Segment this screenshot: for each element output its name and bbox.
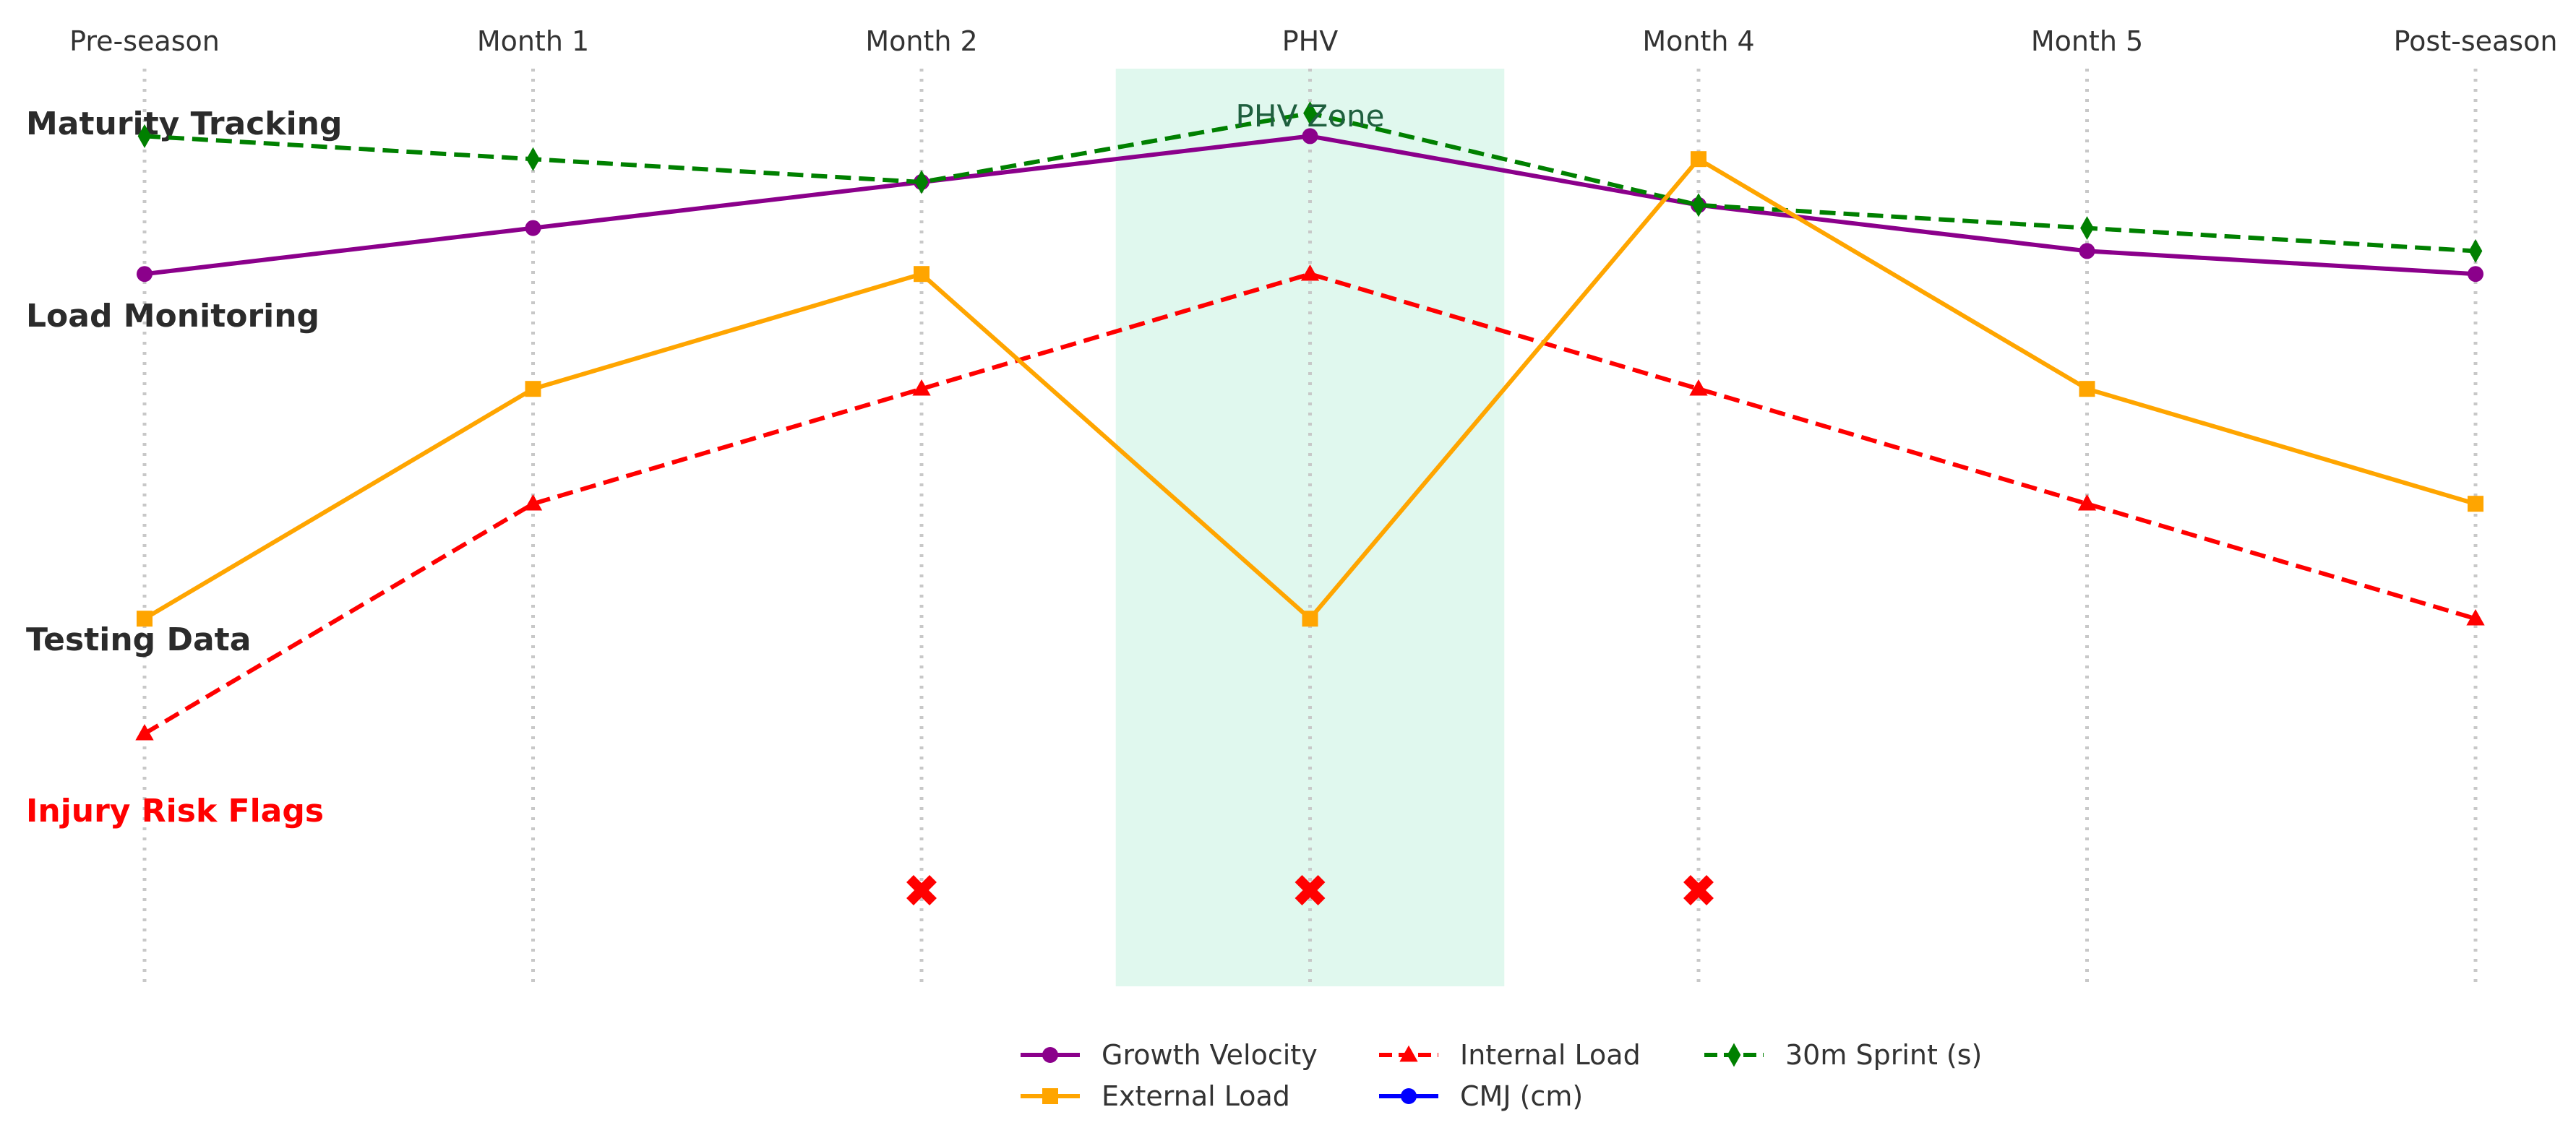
legend-marker-internal-load [1399, 1045, 1418, 1062]
point-growth-velocity-month-1 [525, 220, 541, 236]
legend-label-30m-sprint-s: 30m Sprint (s) [1785, 1039, 1982, 1071]
legend-marker-cmj-cm [1401, 1088, 1417, 1104]
point-30m-sprint-s-month-4 [1691, 193, 1706, 217]
series-internal-load [135, 264, 2485, 741]
point-external-load-phv [1302, 611, 1318, 627]
point-growth-velocity-post-season [2468, 266, 2483, 283]
point-internal-load-month-2 [912, 379, 931, 396]
section-label-testing-data: Testing Data [26, 621, 251, 658]
section-label-injury-risk-flags: Injury Risk Flags [26, 793, 324, 830]
point-30m-sprint-s-post-season [2468, 238, 2483, 263]
point-growth-velocity-phv [1302, 128, 1318, 145]
zone-label-layer: PHV Zone [1236, 98, 1385, 134]
legend: Growth Velocity External Load Internal Loa… [1021, 1039, 1982, 1112]
point-external-load-month-5 [2079, 381, 2095, 397]
injury-flag-phv [1295, 875, 1326, 905]
point-30m-sprint-s-phv [1303, 101, 1317, 126]
point-growth-velocity-pre-season [137, 266, 153, 283]
point-internal-load-post-season [2466, 609, 2485, 626]
point-internal-load-month-5 [2077, 494, 2097, 511]
time-label-month-2: Month 2 [865, 25, 977, 57]
point-30m-sprint-s-month-5 [2080, 216, 2094, 241]
legend-label-internal-load: Internal Load [1460, 1039, 1641, 1071]
series-external-load [137, 151, 2483, 627]
point-internal-load-pre-season [135, 724, 154, 741]
point-30m-sprint-s-month-2 [914, 170, 929, 194]
point-30m-sprint-s-month-1 [526, 147, 540, 171]
legend-item-growth-velocity: Growth Velocity [1021, 1039, 1318, 1071]
legend-label-growth-velocity: Growth Velocity [1102, 1039, 1318, 1071]
time-label-month-5: Month 5 [2031, 25, 2143, 57]
time-label-month-1: Month 1 [477, 25, 589, 57]
legend-marker-30m-sprint-s [1727, 1043, 1741, 1067]
time-axis-labels: Pre-season Month 1 Month 2 PHV Month 4 Month … [69, 25, 2557, 57]
point-external-load-month-2 [914, 266, 929, 283]
section-labels: Maturity Tracking Load Monitoring Testing … [26, 105, 342, 830]
injury-flag-month-2 [906, 875, 937, 905]
legend-item-external-load: External Load [1021, 1080, 1290, 1112]
point-external-load-month-4 [1691, 151, 1706, 168]
injury-flag-month-4 [1683, 875, 1714, 905]
point-external-load-month-1 [525, 381, 541, 397]
legend-marker-growth-velocity [1042, 1047, 1058, 1063]
legend-label-cmj-cm: CMJ (cm) [1460, 1080, 1583, 1112]
time-label-month-4: Month 4 [1642, 25, 1754, 57]
time-label-post-season: Post-season [2394, 25, 2558, 57]
series-30m-sprint-s [137, 101, 2483, 263]
phv-zone-label: PHV Zone [1236, 98, 1385, 134]
time-label-phv: PHV [1282, 25, 1338, 57]
point-growth-velocity-month-5 [2079, 243, 2095, 259]
section-label-load-monitoring: Load Monitoring [26, 298, 319, 335]
legend-label-external-load: External Load [1102, 1080, 1290, 1112]
legend-marker-external-load [1042, 1088, 1058, 1104]
legend-item-30m-sprint-s: 30m Sprint (s) [1704, 1039, 1982, 1071]
point-internal-load-phv [1300, 264, 1320, 281]
section-label-maturity-tracking: Maturity Tracking [26, 105, 342, 142]
point-30m-sprint-s-pre-season [137, 124, 152, 148]
point-internal-load-month-4 [1689, 379, 1708, 396]
injury-flag-layer [906, 875, 1714, 905]
series-layer [135, 101, 2485, 741]
legend-item-internal-load: Internal Load [1379, 1039, 1641, 1071]
point-external-load-post-season [2468, 496, 2483, 512]
legend-item-cmj-cm: CMJ (cm) [1379, 1080, 1583, 1112]
time-label-pre-season: Pre-season [69, 25, 220, 57]
point-external-load-pre-season [137, 611, 153, 627]
point-internal-load-month-1 [523, 494, 543, 511]
